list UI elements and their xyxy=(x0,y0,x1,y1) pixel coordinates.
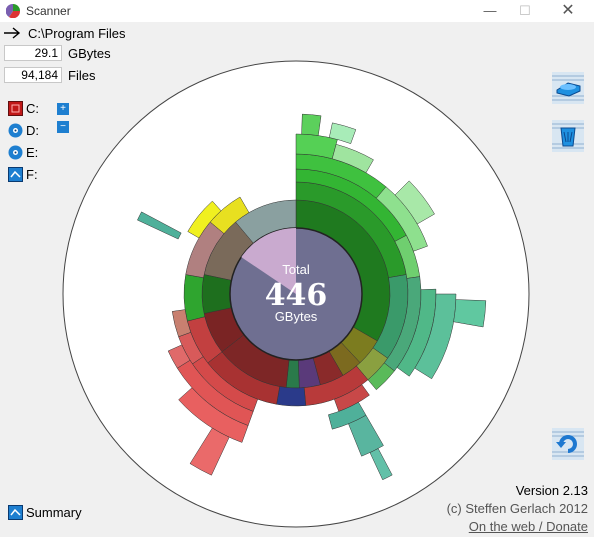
folder-segment-15[interactable] xyxy=(276,386,307,407)
folder-segment-46[interactable] xyxy=(369,448,393,481)
drive-f[interactable]: F: xyxy=(8,167,38,182)
drive-d[interactable]: D: xyxy=(8,123,39,138)
drive-e[interactable]: E: xyxy=(8,145,38,160)
folder-segment-24[interactable] xyxy=(367,362,395,391)
disc-drive-icon xyxy=(8,123,23,138)
current-path: C:\Program Files xyxy=(28,25,126,41)
window-title: Scanner xyxy=(26,4,71,18)
folder-segment-18[interactable] xyxy=(183,274,206,322)
center-highlight-slice xyxy=(241,228,296,294)
summary-label: Summary xyxy=(26,505,82,520)
files-value: 94,184 xyxy=(4,67,62,83)
size-value: 29.1 xyxy=(4,45,62,61)
folder-segment-8[interactable] xyxy=(201,274,232,314)
folder-segment-25[interactable] xyxy=(333,384,370,412)
folder-segment-45[interactable] xyxy=(189,427,230,476)
size-unit: GBytes xyxy=(68,46,111,61)
disk-usage-sunburst[interactable]: Total 446 GBytes xyxy=(0,22,594,537)
zoom-in-button[interactable]: + xyxy=(57,103,69,115)
close-button[interactable]: ✕ xyxy=(561,2,575,19)
copyright-text: (c) Steffen Gerlach 2012 xyxy=(446,501,588,516)
folder-segment-34[interactable] xyxy=(167,344,191,369)
folder-segment-28[interactable] xyxy=(171,309,192,338)
folder-segment-38[interactable] xyxy=(394,180,435,225)
maximize-button[interactable]: ☐ xyxy=(519,3,531,18)
drive-action-icon[interactable] xyxy=(552,72,584,104)
scanner-app-icon xyxy=(6,4,20,18)
drive-c[interactable]: C: xyxy=(8,101,39,116)
summary-icon xyxy=(8,505,23,520)
folder-segment-37[interactable] xyxy=(331,143,374,174)
refresh-icon[interactable] xyxy=(552,428,584,460)
web-donate-link[interactable]: On the web / Donate xyxy=(468,519,588,534)
summary-button[interactable]: Summary xyxy=(8,505,82,520)
disc-drive-icon xyxy=(8,145,23,160)
folder-segment-43[interactable] xyxy=(328,122,357,144)
zoom-out-button[interactable]: − xyxy=(57,121,69,133)
folder-segment-47[interactable] xyxy=(137,211,182,240)
files-unit: Files xyxy=(68,68,96,83)
title-bar: Scanner — ☐ ✕ xyxy=(0,0,594,22)
path-bar: C:\Program Files xyxy=(4,25,126,41)
folder-segment-29[interactable] xyxy=(187,200,222,239)
main-content: Total 446 GBytes C:\Program Files 29.1 G… xyxy=(0,22,594,537)
folder-segment-42[interactable] xyxy=(301,113,322,136)
total-value: 446 xyxy=(265,278,328,313)
recycle-bin-icon[interactable] xyxy=(552,120,584,152)
drive-d-label: D: xyxy=(26,123,39,138)
total-unit: GBytes xyxy=(275,309,318,324)
arrow-right-icon[interactable] xyxy=(4,27,22,39)
minimize-button[interactable]: — xyxy=(483,3,497,18)
folder-segment-44[interactable] xyxy=(453,299,487,328)
drive-c-icon xyxy=(8,101,23,116)
drive-f-label: F: xyxy=(26,167,38,182)
version-text: Version 2.13 xyxy=(515,483,588,498)
sunburst-rings xyxy=(137,113,487,481)
drive-e-label: E: xyxy=(26,145,39,160)
network-drive-icon xyxy=(8,167,23,182)
drive-c-label: C: xyxy=(26,101,39,116)
total-label: Total xyxy=(282,262,310,277)
